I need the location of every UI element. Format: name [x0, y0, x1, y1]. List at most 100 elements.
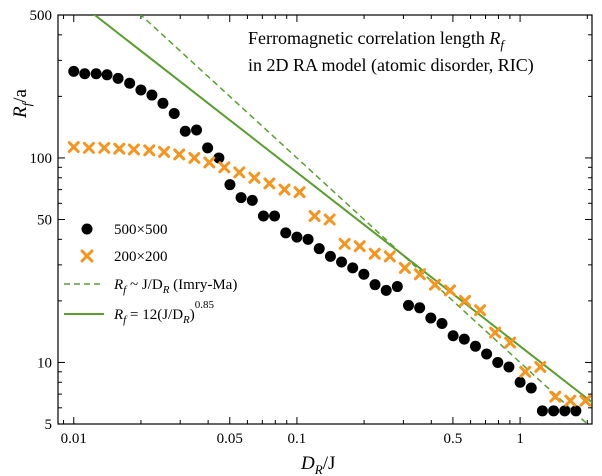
point-200x200: [549, 390, 562, 403]
point-200x200: [82, 141, 95, 154]
point-500x500: [257, 210, 269, 222]
point-500x500: [179, 125, 191, 137]
point-500x500: [324, 250, 336, 262]
point-200x200: [293, 186, 306, 199]
point-500x500: [458, 333, 470, 345]
point-500x500: [124, 77, 136, 89]
point-500x500: [202, 142, 214, 154]
point-200x200: [188, 151, 201, 164]
point-500x500: [402, 299, 414, 311]
point-200x200: [67, 141, 80, 154]
point-500x500: [369, 279, 381, 291]
point-200x200: [504, 336, 517, 349]
point-500x500: [246, 194, 258, 206]
x-tick-label: 0.1: [288, 431, 307, 447]
point-500x500: [492, 356, 504, 368]
legend-label-500: 500×500: [114, 222, 167, 238]
x-axis-title: DR/J: [300, 453, 335, 476]
point-500x500: [347, 262, 359, 274]
point-500x500: [536, 405, 548, 417]
point-200x200: [158, 145, 171, 158]
point-200x200: [564, 394, 577, 407]
point-500x500: [213, 152, 225, 164]
point-500x500: [514, 376, 526, 388]
point-500x500: [101, 69, 113, 81]
point-500x500: [79, 68, 91, 80]
point-200x200: [338, 237, 351, 250]
fit-line-imry-ma: [139, 15, 589, 424]
y-tick-label: 100: [30, 151, 53, 167]
point-200x200: [579, 394, 592, 407]
legend-label-fit: Rf = 12(J/DR)0.85: [113, 299, 215, 326]
y-tick-label: 5: [45, 417, 53, 433]
annotation-line-1: Ferromagnetic correlation length Rf: [248, 28, 506, 52]
point-500x500: [135, 84, 147, 96]
x-tick-label: 0.01: [61, 431, 87, 447]
point-200x200: [323, 213, 336, 226]
point-500x500: [146, 89, 158, 101]
point-200x200: [143, 144, 156, 157]
point-500x500: [191, 124, 203, 136]
x-tick-label: 1: [516, 431, 524, 447]
point-200x200: [368, 247, 381, 260]
y-tick-label: 500: [30, 8, 53, 24]
point-200x200: [459, 294, 472, 307]
point-500x500: [224, 179, 236, 191]
point-500x500: [112, 72, 124, 84]
point-200x200: [534, 360, 547, 373]
point-200x200: [233, 166, 246, 179]
legend-marker-500: [81, 223, 93, 235]
point-200x200: [519, 365, 532, 378]
point-500x500: [447, 330, 459, 342]
x-tick-label: 0.05: [217, 431, 243, 447]
point-500x500: [336, 256, 348, 268]
point-200x200: [443, 284, 456, 297]
axis-ticks: 0.01 0.05 0.1 0.5 1 5 10 50 100 500: [30, 8, 592, 447]
point-500x500: [548, 405, 560, 417]
point-500x500: [313, 243, 325, 255]
point-200x200: [248, 171, 261, 184]
point-200x200: [489, 326, 502, 339]
point-200x200: [278, 183, 291, 196]
y-axis-title: Rf/a: [10, 88, 34, 119]
annotation-line-2: in 2D RA model (atomic disorder, RIC): [248, 55, 534, 76]
point-500x500: [481, 348, 493, 360]
point-500x500: [157, 97, 169, 109]
point-500x500: [503, 361, 515, 373]
point-200x200: [98, 141, 111, 154]
point-200x200: [203, 156, 216, 169]
point-200x200: [308, 210, 321, 223]
point-500x500: [358, 268, 370, 280]
point-200x200: [127, 143, 140, 156]
point-500x500: [235, 192, 247, 204]
point-200x200: [113, 142, 126, 155]
point-500x500: [570, 405, 582, 417]
legend-label-imry-ma: Rf ~ J/DR (Imry-Ma): [113, 277, 237, 296]
point-200x200: [353, 240, 366, 253]
fit-lines: [93, 15, 592, 424]
point-500x500: [269, 210, 281, 222]
point-500x500: [414, 302, 426, 314]
point-200x200: [173, 148, 186, 161]
point-500x500: [90, 68, 102, 80]
point-200x200: [398, 261, 411, 274]
x-tick-label: 0.5: [444, 431, 463, 447]
point-200x200: [263, 177, 276, 190]
y-tick-label: 10: [37, 355, 52, 371]
point-500x500: [380, 284, 392, 296]
point-500x500: [436, 318, 448, 330]
legend-label-200: 200×200: [114, 249, 167, 265]
point-200x200: [474, 304, 487, 317]
point-500x500: [425, 312, 437, 324]
point-500x500: [391, 281, 403, 293]
point-500x500: [291, 231, 303, 243]
point-500x500: [280, 227, 292, 239]
legend: 500×500 200×200 Rf ~ J/DR (Imry-Ma) Rf =…: [64, 222, 237, 326]
point-200x200: [218, 161, 231, 174]
point-500x500: [168, 107, 180, 119]
fit-line-power-law: [93, 15, 592, 404]
point-500x500: [68, 65, 80, 77]
y-tick-label: 50: [37, 213, 52, 229]
point-500x500: [525, 382, 537, 394]
